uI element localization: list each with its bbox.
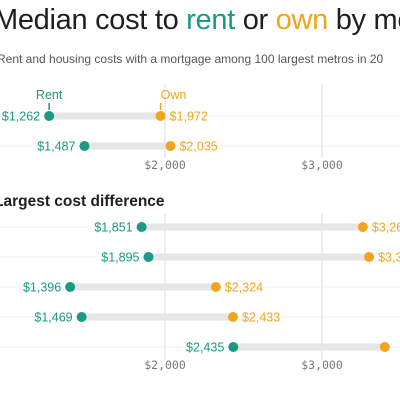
rent-dot: [65, 282, 76, 292]
rent-dot: [136, 222, 147, 232]
x-tick-label: $2,000: [144, 158, 186, 172]
own-dot: [379, 342, 390, 352]
own-value-label: $2,433: [242, 311, 280, 325]
title-rent-word: rent: [186, 4, 235, 36]
chart-title-wrap: Median cost to rent or own by metro: [0, 4, 400, 44]
own-dot: [165, 141, 176, 151]
rent-value-label: $2,435: [186, 341, 224, 355]
x-tick-label: $2,000: [144, 358, 186, 372]
legend-own-label: Own: [161, 88, 187, 102]
x-tick-label: $3,000: [301, 158, 343, 172]
section-title-largest-difference: Largest cost difference: [0, 193, 165, 210]
own-value-label: $1,972: [170, 110, 208, 124]
rent-value-label: $1,469: [34, 311, 72, 325]
own-value-label: $3,26: [372, 221, 400, 235]
rent-value-label: $1,851: [94, 221, 132, 235]
own-value-label: $3,3: [378, 251, 400, 265]
legend-rent-label: Rent: [36, 88, 63, 102]
rent-value-label: $1,262: [2, 110, 40, 124]
rent-dot: [76, 312, 87, 322]
title-text-middle: or: [234, 4, 276, 36]
title-own-word: own: [275, 4, 329, 36]
own-value-label: $2,035: [179, 140, 217, 154]
title-text-start: Median cost to: [0, 4, 187, 36]
rent-dot: [79, 141, 90, 151]
own-dot: [364, 252, 375, 262]
rent-dot: [143, 252, 154, 262]
x-tick-label: $3,000: [301, 358, 343, 372]
own-dot: [227, 312, 238, 322]
rent-dot: [228, 342, 239, 352]
rent-value-label: $1,487: [37, 140, 75, 154]
chart-title: Median cost to rent or own by metro: [0, 4, 400, 37]
own-value-label: $2,324: [225, 281, 263, 295]
own-dot: [357, 222, 368, 232]
title-text-end: by metro: [335, 4, 400, 36]
own-dot: [155, 111, 166, 121]
own-dot: [210, 282, 221, 292]
rent-value-label: $1,895: [101, 251, 139, 265]
rent-dot: [44, 111, 55, 121]
rent-value-label: $1,396: [23, 281, 61, 295]
chart-subtitle: Rent and housing costs with a mortgage a…: [0, 52, 384, 66]
